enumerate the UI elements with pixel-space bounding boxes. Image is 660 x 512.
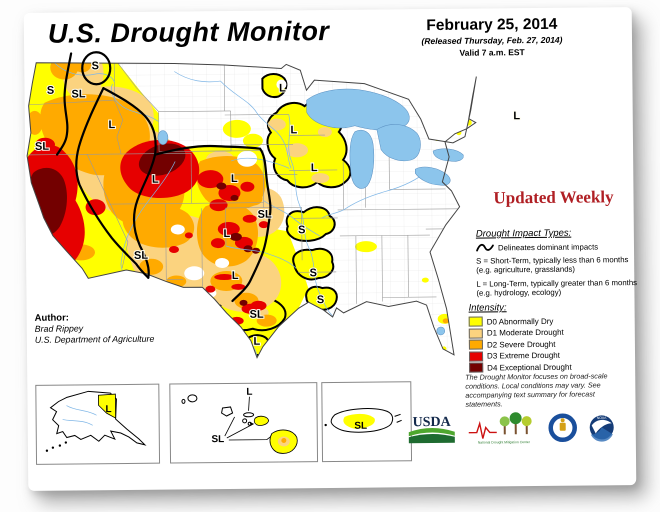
hawaii-inset: L SL bbox=[169, 382, 319, 464]
map-impact-label-l: L bbox=[231, 173, 238, 185]
release-date: (Released Thursday, Feb. 27, 2014) bbox=[421, 34, 563, 47]
hawaii-long-label: L bbox=[246, 387, 252, 398]
intensity-heading: Intensity: bbox=[468, 302, 507, 314]
puerto-rico-impact-label: SL bbox=[354, 421, 367, 432]
d0-swatch bbox=[468, 316, 483, 327]
map-impact-label-l: L bbox=[311, 162, 318, 174]
commerce-seal bbox=[548, 413, 577, 443]
impact-legend-heading: Drought Impact Types: bbox=[475, 227, 572, 240]
short-term-definition: S = Short-Term, typically less than 6 mo… bbox=[476, 255, 629, 275]
delineation-squiggle-icon bbox=[476, 243, 494, 252]
outlying-islands bbox=[394, 413, 402, 423]
map-impact-label-s: S bbox=[47, 85, 54, 97]
author-block: Author: Brad Rippey U.S. Department of A… bbox=[35, 312, 155, 346]
legend-item-d1: D1 Moderate Drought bbox=[468, 327, 639, 339]
ndmc-caption: National Drought Mitigation Center bbox=[478, 440, 531, 445]
map-impact-label-l: L bbox=[279, 82, 286, 94]
d3-swatch bbox=[468, 351, 484, 362]
noaa-caption: NOAA bbox=[597, 416, 607, 420]
map-impact-label-l: L bbox=[232, 270, 239, 282]
ndmc-logo: National Drought Mitigation Center bbox=[468, 412, 532, 445]
d3-layer bbox=[26, 137, 269, 325]
map-impact-label-l: L bbox=[152, 174, 159, 186]
long-term-definition: L = Long-Term, typically greater than 6 … bbox=[476, 277, 638, 298]
map-impact-label-sl: SL bbox=[71, 88, 85, 100]
legend-item-d3: D3 Extreme Drought bbox=[468, 350, 639, 362]
hawaii-leader-lines bbox=[224, 396, 272, 441]
noaa-logo: NOAA bbox=[589, 415, 614, 442]
arrowhead bbox=[249, 421, 254, 426]
delineates-label: Delineates dominant impacts bbox=[497, 241, 599, 252]
alaska-inset: L bbox=[35, 383, 161, 465]
valid-time: Valid 7 a.m. EST bbox=[459, 47, 525, 58]
impact-boundaries bbox=[55, 51, 272, 303]
alaska-impact-label: L bbox=[105, 404, 111, 415]
d2-layer bbox=[26, 58, 449, 327]
map-impact-label-l: L bbox=[108, 119, 115, 131]
puerto-rico-map: SL bbox=[324, 408, 402, 433]
no-drought-gaps bbox=[147, 150, 258, 299]
map-impact-label-s: S bbox=[92, 60, 99, 72]
hawaii-map: L SL bbox=[181, 387, 298, 454]
map-impact-label-l: L bbox=[253, 336, 260, 348]
d4-swatch bbox=[469, 362, 484, 373]
page-title: U.S. Drought Monitor bbox=[47, 15, 330, 49]
map-impact-label-s: S bbox=[298, 224, 305, 236]
legend-item-d2: D2 Severe Drought bbox=[468, 338, 639, 350]
map-impact-label-s: S bbox=[317, 294, 324, 306]
d1-swatch bbox=[468, 328, 483, 339]
impact-type-legend: Drought Impact Types: Delineates dominan… bbox=[476, 227, 643, 302]
legend-item-d0: D0 Abnormally Dry bbox=[468, 315, 639, 327]
aleutian-islands bbox=[45, 441, 68, 452]
usda-logo: USDA bbox=[408, 415, 455, 444]
disclaimer-text: The Drought Monitor focuses on broad-sca… bbox=[465, 371, 608, 409]
map-impact-label-sl: SL bbox=[258, 209, 272, 221]
author-org: U.S. Department of Agriculture bbox=[34, 333, 155, 345]
lake-okeechobee bbox=[436, 326, 446, 336]
map-date: February 25, 2014 bbox=[426, 15, 558, 35]
date-block: February 25, 2014 (Released Thursday, Fe… bbox=[376, 15, 608, 58]
map-impact-label-l: L bbox=[513, 110, 520, 122]
map-impact-label-l: L bbox=[290, 124, 297, 136]
svg-text:USDA: USDA bbox=[413, 415, 452, 430]
agency-logos: USDA National Drought Mitigation Center … bbox=[406, 409, 617, 447]
great-lakes bbox=[306, 88, 464, 189]
map-impact-label-sl: SL bbox=[35, 141, 49, 153]
map-impact-label-sl: SL bbox=[134, 250, 148, 262]
hawaii-short-long-label: SL bbox=[211, 434, 224, 445]
impact-labels: S S SL L SL L L L SL L L L S S S SL L L SL L bbox=[34, 59, 522, 349]
d2-swatch bbox=[468, 339, 483, 350]
alaska-map: L bbox=[45, 390, 147, 452]
map-impact-label-sl: SL bbox=[250, 309, 264, 321]
drought-monitor-page: U.S. Drought Monitor February 25, 2014 (… bbox=[23, 7, 640, 491]
map-impact-label-s: S bbox=[310, 267, 317, 279]
intensity-legend: Intensity: D0 Abnormally Dry D1 Moderate… bbox=[469, 301, 640, 374]
d1-layer bbox=[61, 58, 332, 319]
puerto-rico-inset: SL bbox=[321, 381, 413, 463]
map-impact-label-l: L bbox=[223, 228, 230, 240]
updated-weekly-banner: Updated Weekly bbox=[493, 187, 614, 208]
state-borders bbox=[27, 58, 458, 304]
great-salt-lake bbox=[157, 130, 169, 145]
d4-layer bbox=[27, 143, 261, 306]
